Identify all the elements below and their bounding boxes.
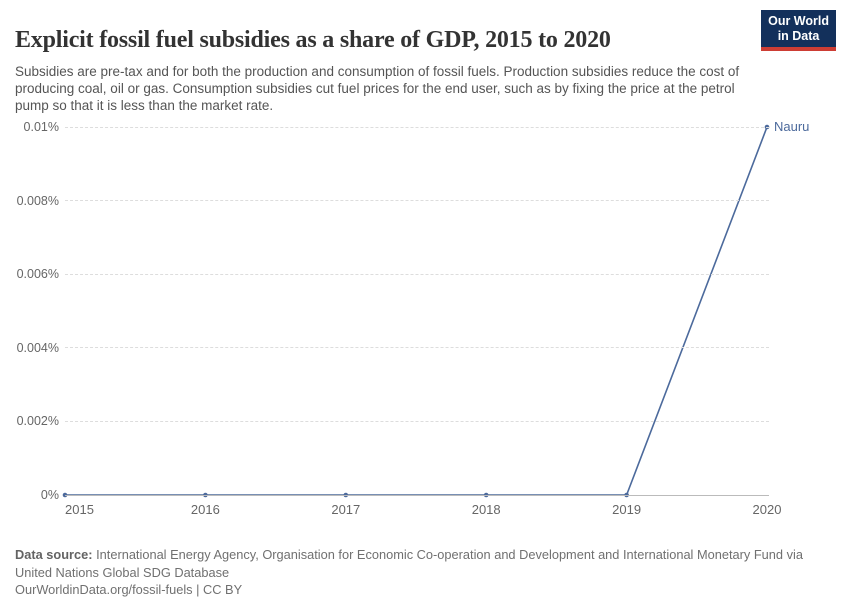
gridline [65, 347, 769, 349]
x-tick-label: 2016 [190, 502, 220, 517]
data-source-label: Data source: [15, 546, 93, 562]
x-tick-label: 2020 [752, 502, 782, 517]
x-axis-line [65, 494, 769, 496]
y-tick-label: 0% [40, 488, 59, 502]
series-line-nauru [65, 126, 768, 496]
y-tick-label: 0.006% [16, 267, 59, 282]
x-tick-label: 2017 [331, 502, 361, 517]
x-tick-label: 2019 [612, 502, 642, 517]
owid-logo[interactable]: Our World in Data [761, 10, 836, 51]
series-end-label-nauru[interactable]: Nauru [774, 119, 810, 134]
x-tick-label: 2015 [65, 502, 94, 517]
page-title: Explicit fossil fuel subsidies as a shar… [15, 27, 611, 54]
owid-logo-line2: in Data [777, 29, 820, 43]
gridline [65, 126, 769, 128]
owid-license-link[interactable]: OurWorldinData.org/fossil-fuels | CC BY [15, 581, 243, 597]
x-tick-label: 2018 [471, 502, 501, 517]
gridline [65, 420, 769, 422]
y-tick-label: 0.008% [16, 193, 59, 208]
data-source-text: International Energy Agency, Organisatio… [15, 546, 803, 580]
data-source-note: Data source: International Energy Agency… [15, 546, 821, 582]
gridline [65, 200, 769, 202]
chart-subtitle: Subsidies are pre-tax and for both the p… [15, 63, 740, 113]
owid-logo-line1: Our World [768, 14, 829, 28]
gridline [65, 273, 769, 275]
y-tick-label: 0.002% [16, 414, 59, 429]
y-tick-label: 0.01% [23, 120, 59, 134]
y-tick-label: 0.004% [16, 340, 59, 355]
